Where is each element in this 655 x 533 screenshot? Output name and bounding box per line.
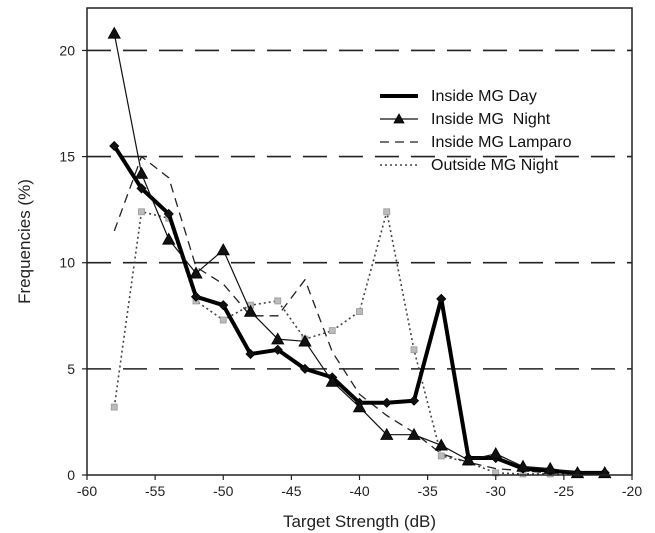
legend-item: Inside MG Day [380,88,537,105]
data-point [109,140,120,152]
legend-label: Inside MG Night [431,111,551,128]
series-inside-mg-night [107,26,612,479]
data-point [543,461,557,474]
x-tick-label: -60 [77,483,97,499]
y-tick-label: 10 [59,255,75,271]
series-line [113,155,605,475]
data-point [243,304,258,317]
data-point [107,26,121,39]
x-tick-label: -40 [349,483,369,499]
series-layer [107,26,612,479]
data-point [381,397,392,408]
x-tick-label: -20 [622,483,642,499]
data-point [434,438,448,451]
data-point [162,232,176,245]
data-point [489,446,503,459]
y-tick-label: 5 [67,361,75,377]
legend-label: Inside MG Lamparo [431,134,572,151]
x-tick-labels: -60 -55 -50 -45 -40 -35 -30 -25 -20 [77,483,642,499]
series-inside-mg-lamparo [113,155,605,475]
data-point [352,400,367,413]
legend-label: Inside MG Day [431,88,537,105]
grid-lines [87,49,632,370]
data-point [436,293,447,304]
data-point [136,183,147,194]
data-point [134,166,149,179]
data-point [325,374,339,387]
data-point [190,291,202,302]
data-point [272,344,283,355]
data-point [461,453,476,466]
x-tick-label: -30 [486,483,506,499]
legend-label: Outside MG Night [431,157,559,174]
data-point [380,427,394,440]
data-point [189,266,203,279]
data-point [110,403,118,411]
x-tick-label: -45 [281,483,301,499]
series-outside-mg-night [110,208,609,478]
y-tick-label: 15 [59,149,75,165]
data-point [328,327,336,335]
data-point [219,316,227,324]
legend-item: Inside MG Lamparo [380,134,572,151]
data-point [245,348,256,360]
data-point [393,113,405,124]
data-point [298,334,312,347]
data-point [410,346,418,354]
x-tick-label: -55 [145,483,165,499]
data-point [216,243,230,256]
data-point [407,427,421,440]
data-point [408,395,420,406]
x-tick-label: -35 [418,483,438,499]
legend-item: Inside MG Night [380,111,551,128]
legend-item: Outside MG Night [380,157,559,174]
data-point [516,459,530,472]
y-tick-label: 20 [59,42,75,58]
data-point [271,332,285,345]
y-tick-label: 0 [67,467,75,483]
data-point [138,208,145,216]
x-tick-label: -25 [554,483,574,499]
y-axis-title: Frequencies (%) [15,179,34,304]
x-tick-label: -50 [213,483,233,499]
legend: Inside MG Day Inside MG Night Inside MG La… [380,88,572,174]
y-tick-labels: 0 5 10 15 20 [59,42,75,483]
axis-ticks [82,49,633,480]
data-point [163,208,174,219]
data-point [274,297,282,305]
data-point [356,308,363,315]
data-point [437,452,445,460]
x-axis-title: Target Strength (dB) [283,512,436,531]
data-point [299,363,311,374]
series-line [113,211,605,475]
data-point [218,300,229,311]
data-point [383,208,391,216]
